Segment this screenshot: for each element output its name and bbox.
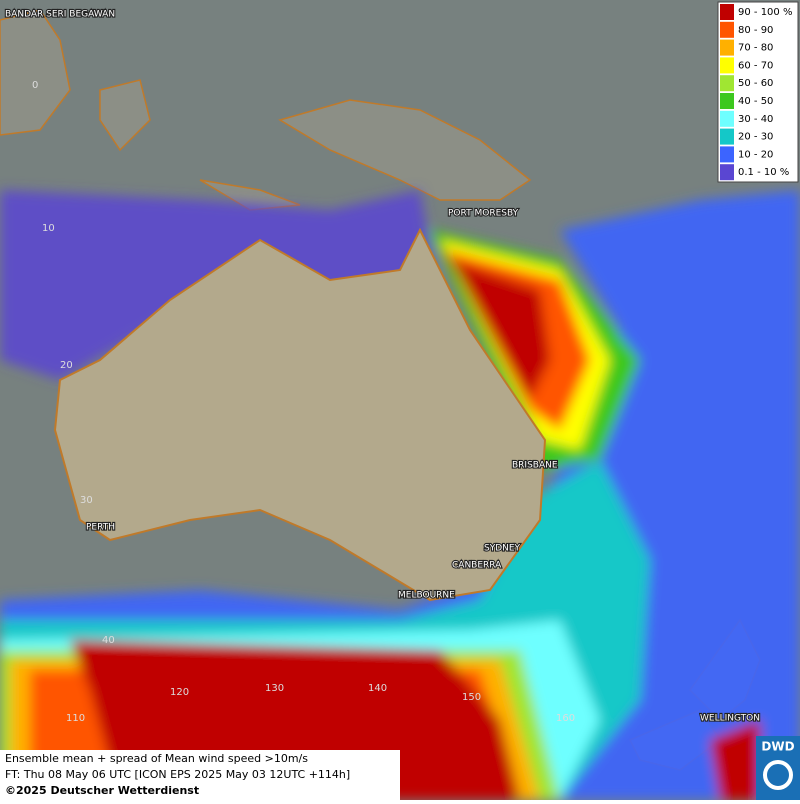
grid-label: 110	[66, 713, 85, 724]
legend-swatch	[720, 39, 734, 56]
city-label: BRISBANE	[512, 461, 558, 471]
legend-label: 80 - 90	[738, 25, 773, 36]
grid-label: 10	[42, 223, 55, 234]
city-label: MELBOURNE	[398, 591, 455, 601]
legend-swatch	[720, 93, 734, 109]
grid-label: 150	[462, 692, 481, 703]
legend-swatch	[720, 128, 734, 145]
city-label: PORT MORESBY	[448, 209, 519, 219]
labels: BANDAR SERI BEGAWAN PORT MORESBY BRISBANE P…	[4, 8, 761, 724]
grid-label: 0	[32, 80, 38, 91]
city-label: CANBERRA	[452, 561, 502, 571]
legend-label: 10 - 20	[738, 149, 773, 160]
legend-label: 30 - 40	[738, 114, 773, 125]
legend-swatch	[720, 146, 734, 163]
grid-label: 120	[170, 687, 189, 698]
grid-label: 40	[102, 635, 115, 646]
grid-label: 30	[80, 495, 93, 506]
grid-label: 160	[556, 713, 575, 724]
grid-label: 140	[368, 683, 387, 694]
legend-label: 40 - 50	[738, 96, 773, 107]
city-label: BANDAR SERI BEGAWAN	[5, 10, 115, 20]
logo-swirl	[763, 760, 793, 790]
legend-swatch	[720, 21, 734, 38]
copyright: ©2025 Deutscher Wetterdienst	[5, 784, 199, 797]
city-label: PERTH	[86, 523, 115, 533]
legend-label: 90 - 100 %	[738, 7, 792, 18]
legend-label: 60 - 70	[738, 60, 773, 71]
legend-label: 20 - 30	[738, 132, 773, 143]
legend-entries: 90 - 100 % 80 - 90 70 - 80 60 - 70 50 - 60 40…	[720, 4, 792, 181]
legend-swatch	[720, 110, 734, 127]
grid-label: 20	[60, 360, 73, 371]
logo-text: DWD	[761, 740, 794, 754]
legend-swatch	[720, 57, 734, 74]
grid-label: 130	[265, 683, 284, 694]
australia	[53, 227, 547, 602]
legend-label: 70 - 80	[738, 43, 773, 54]
footer	[0, 750, 400, 800]
legend-swatch	[720, 4, 734, 20]
legend-label: 0.1 - 10 %	[738, 167, 789, 178]
legend-swatch	[720, 164, 734, 181]
legend-label: 50 - 60	[738, 78, 773, 89]
city-label: WELLINGTON	[700, 714, 760, 724]
description: Ensemble mean + spread of Mean wind spee…	[5, 752, 308, 765]
forecast: FT: Thu 08 May 06 UTC [ICON EPS 2025 May…	[5, 768, 350, 781]
city-label: SYDNEY	[484, 544, 521, 554]
legend-swatch	[720, 75, 734, 92]
